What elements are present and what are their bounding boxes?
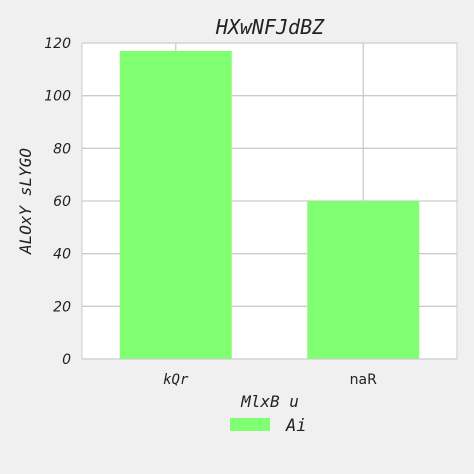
y-tick-label: 80 [53, 141, 71, 157]
y-tick-label: 20 [53, 299, 71, 315]
x-tick-label: naR [350, 372, 377, 388]
y-tick-labels: 0 20 40 60 80 100 120 [44, 36, 71, 368]
x-axis-label: MlxB u [240, 392, 299, 411]
y-tick-label: 120 [44, 36, 71, 52]
x-tick-labels: kQr naR [163, 372, 377, 388]
bar-naR [307, 201, 420, 359]
y-tick-label: 100 [44, 89, 71, 105]
legend-label: Ai [285, 416, 306, 436]
x-tick-label: kQr [163, 372, 189, 388]
legend-swatch [230, 418, 270, 431]
bars [119, 50, 420, 360]
y-tick-label: 0 [62, 352, 71, 368]
y-tick-label: 60 [53, 194, 71, 210]
bar-kQr [119, 50, 232, 360]
y-tick-label: 40 [53, 247, 71, 263]
chart-title: HXwNFJdBZ [215, 15, 325, 39]
plot-frame [81, 42, 458, 360]
y-axis-label: ALOxY sLYGO [16, 148, 35, 255]
legend: Ai [230, 416, 306, 436]
